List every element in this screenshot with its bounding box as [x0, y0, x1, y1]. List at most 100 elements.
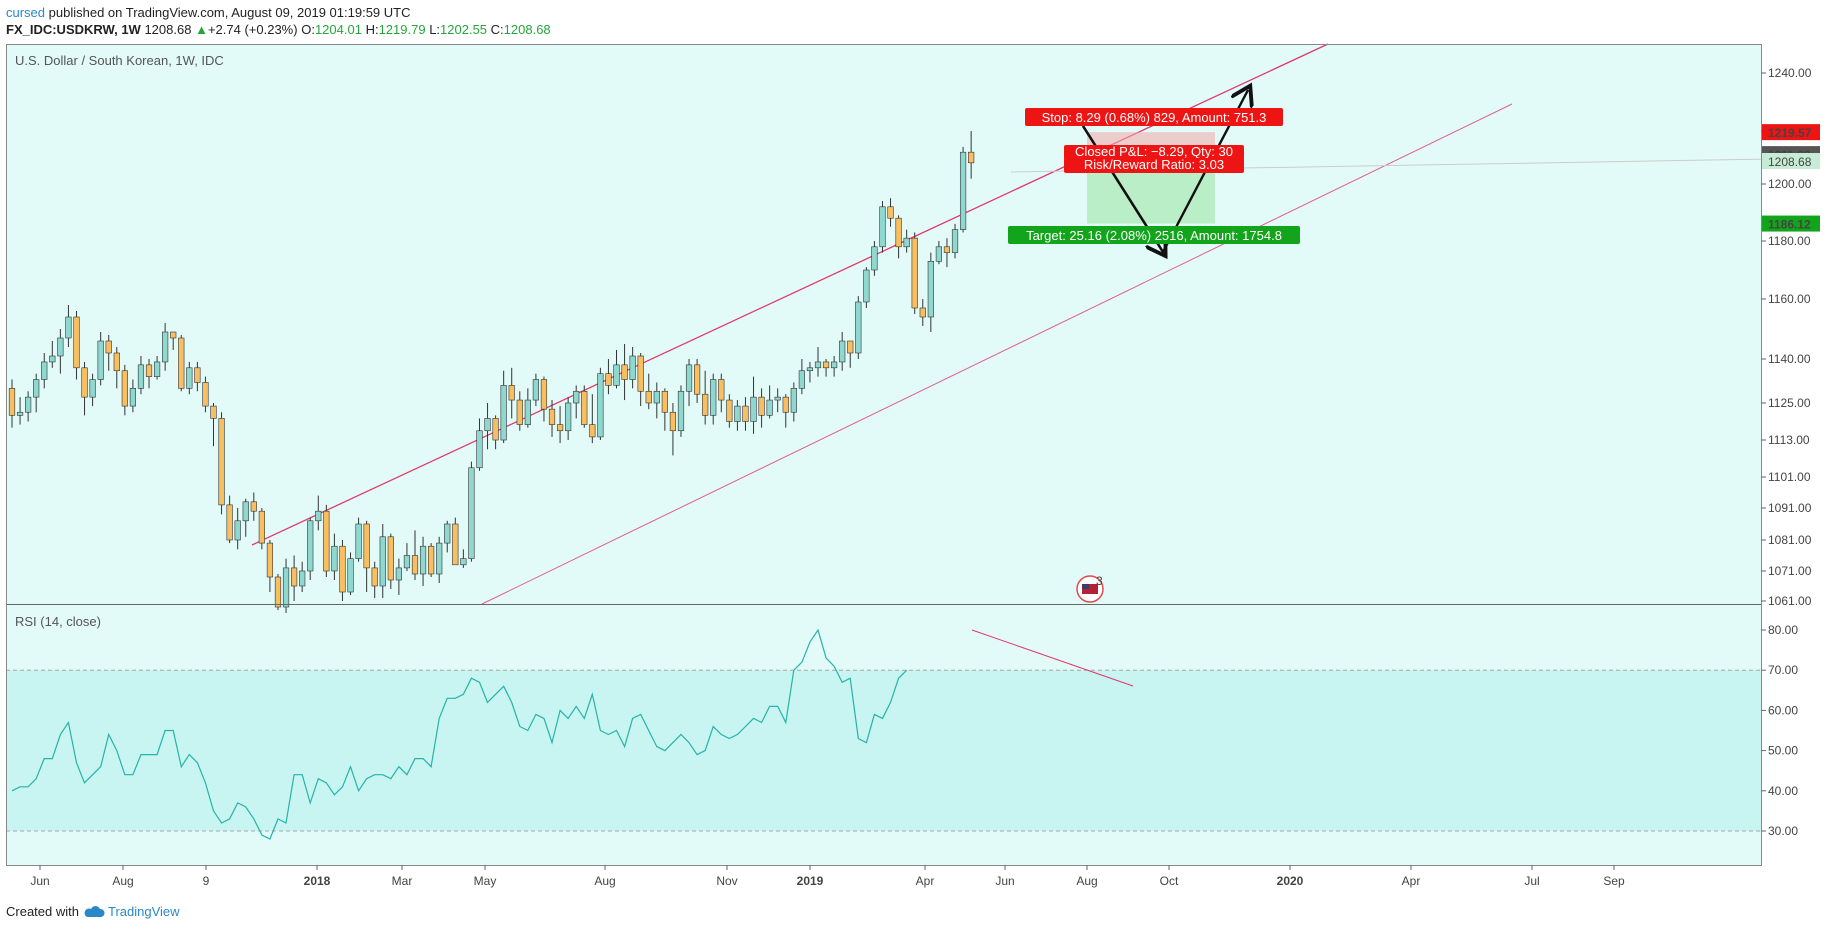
candle-body — [782, 396, 789, 413]
closed-pnl-label-bg — [1064, 145, 1244, 160]
candle-body — [97, 340, 104, 380]
rsi-band-fill — [6, 670, 1761, 831]
candle-body — [959, 151, 967, 230]
price-pane[interactable] — [6, 44, 1761, 604]
candle-body — [41, 361, 48, 380]
chart-title: U.S. Dollar / South Korean, 1W, IDC — [15, 53, 224, 68]
position-labels: Stop: 8.29 (0.68%) 829, Amount: 751.3 Clo… — [1008, 108, 1300, 244]
candle-body — [927, 260, 934, 318]
candle-body — [468, 467, 475, 559]
candle-body — [57, 337, 64, 357]
low-value: 1202.55 — [440, 22, 488, 37]
target-label: Target: 25.16 (2.08%) 2516, Amount: 1754… — [1026, 228, 1282, 243]
price-tag-stop: 1219.57 — [1768, 126, 1812, 140]
candle-body — [532, 379, 539, 401]
price-tick-label: 1240.00 — [1768, 66, 1812, 80]
candle-body — [81, 367, 88, 398]
candle-body — [250, 501, 257, 512]
candle-body — [8, 388, 16, 416]
candle-body — [153, 361, 161, 377]
candle-body — [65, 316, 72, 339]
flag-canton-icon — [1082, 584, 1089, 589]
price-tag-target: 1186.12 — [1768, 218, 1811, 232]
candle-body — [379, 536, 386, 587]
candle-body — [274, 576, 282, 608]
candle-body — [73, 316, 80, 369]
candle-body — [871, 246, 878, 271]
risk-reward-label-bg — [1064, 158, 1244, 173]
candle-body — [411, 555, 419, 575]
candle-body — [887, 206, 894, 219]
rsi-tick-label: 70.00 — [1768, 663, 1798, 677]
candle-body — [661, 390, 668, 413]
candle-body — [428, 545, 435, 575]
candle-body — [290, 567, 298, 587]
candle-body — [540, 379, 548, 410]
candle-body — [105, 340, 112, 354]
candle-body — [524, 399, 531, 425]
candle-body — [363, 523, 370, 569]
candle-body — [25, 396, 32, 413]
risk-reward-label: Risk/Reward Ratio: 3.03 — [1084, 157, 1224, 172]
candle-body — [89, 379, 96, 398]
candle-body — [323, 510, 330, 572]
rsi-series — [11, 628, 1134, 840]
footer: Created with TradingView — [6, 904, 180, 919]
last-price: 1208.68 — [144, 22, 192, 37]
high-value: 1219.79 — [378, 22, 426, 37]
candle-body — [452, 523, 459, 566]
candle-body — [831, 361, 838, 369]
time-tick-label: Oct — [1160, 874, 1179, 888]
candle-body — [814, 361, 822, 369]
upper-channel-line — [251, 43, 1329, 546]
candle-body — [145, 364, 153, 377]
rsi-line — [11, 628, 908, 840]
author-link[interactable]: cursed — [6, 5, 46, 20]
candle-body — [863, 269, 870, 303]
tradingview-brand: TradingView — [107, 904, 180, 919]
candle-body — [774, 396, 781, 401]
price-tag-bg — [1762, 215, 1820, 232]
candle-body — [645, 390, 652, 404]
publish-line: cursed published on TradingView.com, Aug… — [6, 4, 551, 21]
candle-body — [113, 352, 120, 372]
time-tick-label: Nov — [716, 874, 737, 888]
time-tick-label: Aug — [112, 874, 133, 888]
candle-body — [621, 364, 628, 380]
candle-body — [266, 542, 274, 578]
candle-body — [685, 364, 693, 392]
price-tick-label: 1140.00 — [1768, 352, 1811, 366]
candle-body — [911, 237, 918, 309]
time-tick-label: 2020 — [1277, 874, 1304, 888]
time-tick-label: Mar — [392, 874, 413, 888]
published-text: published on TradingView.com, August 09,… — [48, 5, 411, 20]
price-tag-bg — [1762, 124, 1820, 141]
candle-body — [798, 370, 805, 389]
time-tick-label: Jul — [1524, 874, 1539, 888]
candle-body — [806, 367, 814, 372]
candle-body — [226, 504, 233, 541]
price-tick-label: 1101.00 — [1768, 470, 1811, 484]
price-tag-bg — [1762, 152, 1820, 169]
candle-body — [790, 388, 797, 413]
candle-body — [693, 364, 701, 395]
time-tick-label: 2019 — [797, 874, 824, 888]
candle-body — [718, 379, 725, 401]
time-tick-label: Aug — [1076, 874, 1097, 888]
header: cursed published on TradingView.com, Aug… — [6, 4, 551, 38]
time-tick-label: Aug — [594, 874, 615, 888]
tradingview-link[interactable]: TradingView — [83, 904, 180, 919]
candle-body — [613, 364, 620, 386]
time-tick-label: Sep — [1603, 874, 1625, 888]
lower-channel-line — [481, 103, 1513, 605]
candle-body — [403, 555, 411, 569]
target-label-bg — [1008, 226, 1300, 244]
candle-body — [178, 337, 185, 389]
candle-body — [839, 340, 846, 363]
candle-body — [242, 501, 249, 522]
candles — [8, 131, 975, 613]
open-value: 1204.01 — [314, 22, 362, 37]
candle-body — [49, 355, 56, 363]
